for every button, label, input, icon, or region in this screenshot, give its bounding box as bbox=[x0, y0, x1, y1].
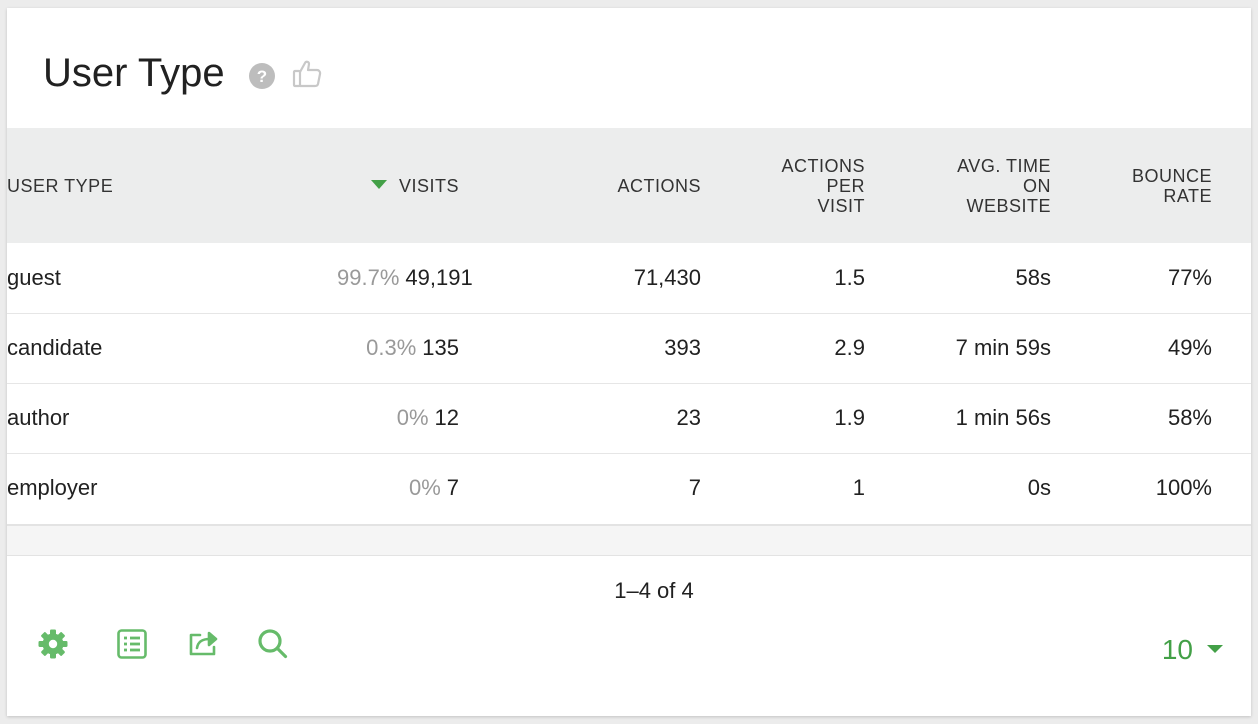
visits-ratio: 99.7% bbox=[337, 264, 400, 290]
svg-text:?: ? bbox=[257, 67, 267, 86]
table-row[interactable]: candidate 0.3% 135 393 2.9 7 min 59s 49% bbox=[7, 313, 1251, 383]
table-footer-strip bbox=[7, 524, 1251, 556]
export-icon[interactable] bbox=[187, 628, 219, 660]
avg-time-cell: 0s bbox=[1027, 475, 1051, 501]
table-row[interactable]: employer 0% 7 7 1 0s 100% bbox=[7, 453, 1251, 523]
table-view-icon[interactable] bbox=[116, 628, 148, 660]
sort-descending-icon bbox=[370, 179, 387, 189]
actions-per-visit-cell: 1.5 bbox=[834, 264, 865, 290]
actions-cell: 7 bbox=[688, 475, 701, 501]
avg-time-cell: 58s bbox=[1015, 264, 1051, 290]
search-icon[interactable] bbox=[257, 628, 289, 660]
column-header-actions-per-visit[interactable]: ACTIONS PER VISIT bbox=[781, 155, 865, 216]
bounce-rate-cell: 58% bbox=[1167, 405, 1212, 430]
row-label: guest bbox=[7, 264, 61, 290]
visits-cell: 0% 12 bbox=[337, 383, 459, 453]
actions-per-visit-cell: 1 bbox=[852, 475, 865, 501]
actions-cell: 23 bbox=[676, 405, 701, 430]
visits-value: 135 bbox=[422, 335, 459, 360]
visits-cell: 99.7% 49,191 bbox=[337, 243, 473, 313]
column-header-actions[interactable]: ACTIONS bbox=[617, 175, 701, 196]
thumbs-up-icon[interactable] bbox=[291, 58, 323, 90]
actions-cell: 71,430 bbox=[633, 264, 701, 290]
visits-ratio: 0% bbox=[408, 475, 441, 501]
bounce-rate-cell: 49% bbox=[1167, 335, 1212, 360]
data-table: USER TYPE VISITS ACTIONS ACTIONS PER VIS… bbox=[7, 128, 1251, 523]
widget-header: User Type ? bbox=[7, 8, 1251, 128]
row-label: author bbox=[7, 405, 70, 430]
settings-icon[interactable] bbox=[37, 628, 69, 660]
visits-cell: 0.3% 135 bbox=[337, 313, 459, 383]
column-header-visits[interactable]: VISITS bbox=[337, 128, 459, 243]
avg-time-cell: 1 min 56s bbox=[955, 405, 1051, 430]
column-header-user-type[interactable]: USER TYPE bbox=[7, 175, 114, 196]
column-header-bounce-rate[interactable]: BOUNCE RATE bbox=[1131, 165, 1212, 206]
row-label: employer bbox=[7, 475, 98, 501]
row-label: candidate bbox=[7, 335, 103, 360]
visits-value: 7 bbox=[446, 475, 459, 501]
visits-cell: 0% 7 bbox=[337, 453, 459, 523]
actions-per-visit-cell: 1.9 bbox=[834, 405, 865, 430]
table-row[interactable]: guest 99.7% 49,191 71,430 1.5 58s 77% bbox=[7, 243, 1251, 313]
limit-value: 10 bbox=[1161, 634, 1193, 665]
limit-selector[interactable]: 10 bbox=[1162, 634, 1223, 666]
bounce-rate-cell: 100% bbox=[1155, 475, 1212, 501]
widget-title: User Type bbox=[43, 51, 225, 95]
table-row[interactable]: author 0% 12 23 1.9 1 min 56s 58% bbox=[7, 383, 1251, 453]
visits-value: 49,191 bbox=[405, 264, 473, 290]
visits-value: 12 bbox=[434, 405, 459, 430]
actions-per-visit-cell: 2.9 bbox=[834, 335, 865, 360]
visits-ratio: 0% bbox=[396, 405, 429, 430]
visits-ratio: 0.3% bbox=[366, 335, 417, 360]
question-circle-icon[interactable]: ? bbox=[249, 63, 275, 89]
table-header-row: USER TYPE VISITS ACTIONS ACTIONS PER VIS… bbox=[7, 128, 1251, 243]
avg-time-cell: 7 min 59s bbox=[955, 335, 1051, 360]
bounce-rate-cell: 77% bbox=[1167, 264, 1212, 290]
column-spacer bbox=[1212, 128, 1251, 243]
pagination-info: 1–4 of 4 bbox=[614, 578, 694, 603]
column-header-avg-time-on-website[interactable]: AVG. TIME ON WEBSITE bbox=[957, 155, 1051, 216]
actions-cell: 393 bbox=[664, 335, 701, 360]
chevron-down-icon bbox=[1207, 645, 1223, 653]
user-type-widget: User Type ? USER T bbox=[7, 8, 1251, 716]
